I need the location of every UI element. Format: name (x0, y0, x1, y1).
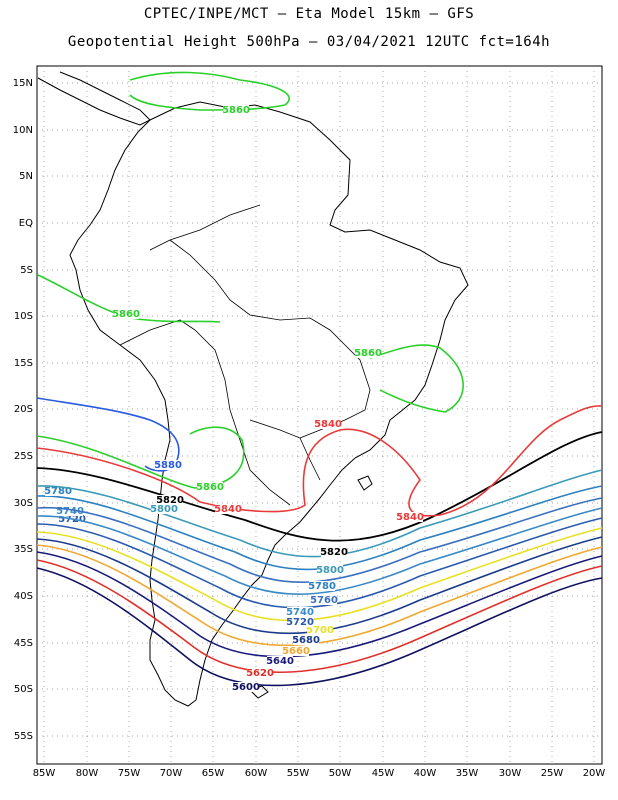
contour-label-bg (113, 309, 139, 319)
contour-label-bg (157, 495, 183, 505)
contour-label-bg (247, 668, 273, 678)
contour-5640 (36, 551, 603, 658)
lat-tick-label: 55S (14, 731, 33, 742)
contour-label-bg (283, 646, 309, 656)
lat-tick-label: 40S (14, 591, 33, 602)
contour-label-bg (315, 419, 341, 429)
contour-label-5600: 5600 (232, 682, 260, 693)
lon-tick-label: 45W (372, 768, 395, 779)
contour-label-5860: 5860 (196, 482, 224, 493)
lon-tick-label: 80W (76, 768, 99, 779)
map-frame (36, 65, 603, 765)
contour-label-5820: 5820 (156, 495, 184, 506)
lon-tick-label: 55W (287, 768, 310, 779)
lat-tick-label: 25S (14, 451, 33, 462)
contour-label-5840: 5840 (214, 504, 242, 515)
lagoa-dos-patos (357, 475, 373, 491)
contour-label-5880: 5880 (154, 460, 182, 471)
contour-label-bg (233, 682, 259, 692)
contour-label-5780: 5780 (44, 486, 72, 497)
lon-tick-label: 85W (33, 768, 56, 779)
lon-tick-label: 60W (245, 768, 268, 779)
lat-tick-label: 15N (13, 78, 33, 89)
contour-label-bg (311, 595, 337, 605)
contour-label-5760: 5760 (310, 595, 338, 606)
contour-label-bg (287, 617, 313, 627)
central-america-coastline (37, 71, 151, 126)
contour-label-5660: 5660 (282, 646, 310, 657)
lat-tick-label: 30S (14, 498, 33, 509)
height-contours: 5600562056405660568057005720572057405740… (36, 71, 603, 693)
contour-label-bg (155, 460, 181, 470)
contour-5780 (36, 485, 603, 571)
contour-label-bg (215, 504, 241, 514)
lat-tick-label: 5S (20, 265, 33, 276)
contour-label-5860: 5860 (222, 105, 250, 116)
lon-tick-label: 75W (118, 768, 141, 779)
lon-tick-label: 70W (160, 768, 183, 779)
contour-label-bg (151, 504, 177, 514)
lat-tick-label: 45S (14, 638, 33, 649)
lat-tick-label: 50S (14, 684, 33, 695)
contour-label-5740: 5740 (286, 607, 314, 618)
lon-tick-label: 25W (541, 768, 564, 779)
contour-5880 (36, 397, 180, 472)
lat-tick-label: 10N (13, 125, 33, 136)
lat-tick-label: 10S (14, 311, 33, 322)
contour-5740 (36, 507, 603, 595)
contour-label-5700: 5700 (306, 625, 334, 636)
contour-label-bg (45, 486, 71, 496)
graticule (37, 66, 602, 764)
contour-label-bg (397, 512, 423, 522)
contour-5840 (36, 405, 603, 517)
contour-label-5680: 5680 (292, 635, 320, 646)
contour-label-bg (287, 607, 313, 617)
contour-label-bg (57, 506, 83, 516)
contour-label-5800: 5800 (316, 565, 344, 576)
lat-tick-label: 20S (14, 404, 33, 415)
contour-label-bg (197, 482, 223, 492)
map-title-line2: Geopotential Height 500hPa – 03/04/2021 … (67, 34, 551, 50)
contour-label-5640: 5640 (266, 656, 294, 667)
lat-tick-label: 35S (14, 544, 33, 555)
contour-label-5720: 5720 (286, 617, 314, 628)
contour-label-5800: 5800 (150, 504, 178, 515)
contour-5600 (36, 567, 603, 687)
contour-label-bg (317, 565, 343, 575)
lon-tick-label: 30W (499, 768, 522, 779)
lat-tick-label: 15S (14, 358, 33, 369)
contour-label-5740: 5740 (56, 506, 84, 517)
country-borders (119, 204, 371, 506)
contour-label-bg (321, 547, 347, 557)
contour-5760 (36, 497, 603, 583)
map-title-line1: CPTEC/INPE/MCT – Eta Model 15km – GFS (143, 6, 475, 22)
contour-label-bg (223, 105, 249, 115)
lon-tick-label: 65W (202, 768, 225, 779)
lon-tick-label: 50W (329, 768, 352, 779)
contour-label-bg (267, 656, 293, 666)
contour-5800 (36, 469, 603, 558)
contour-label-5840: 5840 (314, 419, 342, 430)
contour-label-5620: 5620 (246, 668, 274, 679)
contour-label-5860: 5860 (354, 348, 382, 359)
contour-label-5820: 5820 (320, 547, 348, 558)
contour-label-5860: 5860 (112, 309, 140, 320)
lon-tick-label: 35W (456, 768, 479, 779)
contour-5620 (36, 559, 603, 674)
contour-label-bg (293, 635, 319, 645)
lat-tick-label: EQ (19, 218, 33, 229)
contour-label-5840: 5840 (396, 512, 424, 523)
lat-tick-label: 5N (19, 171, 33, 182)
contour-5820 (36, 431, 603, 542)
lon-tick-label: 40W (414, 768, 437, 779)
lon-tick-label: 20W (583, 768, 606, 779)
contour-label-bg (355, 348, 381, 358)
tick-labels: 15N 10N 5N EQ 5S 10S 15S 20S 25S 30S 35S 40S 45S 50S 5… (13, 78, 606, 779)
contour-5680 (36, 536, 603, 635)
contour-label-bg (307, 625, 333, 635)
contour-label-bg (309, 581, 335, 591)
contour-label-5780: 5780 (308, 581, 336, 592)
